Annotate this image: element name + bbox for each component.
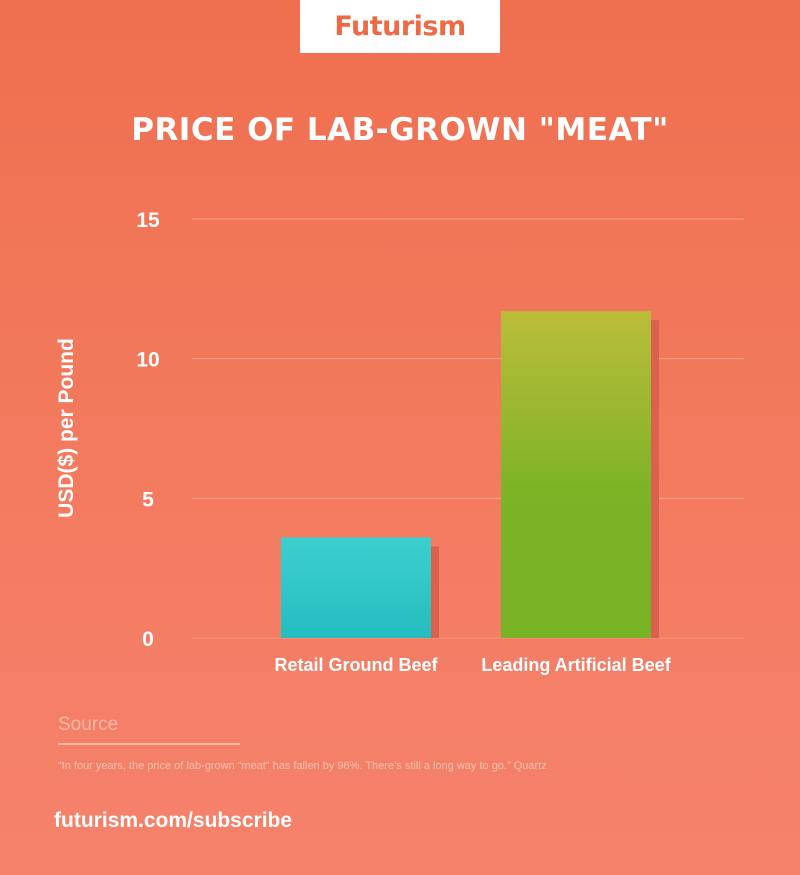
chart-title: PRICE OF LAB-GROWN "MEAT" <box>131 112 669 148</box>
x-category-label: Leading Artificial Beef <box>481 655 671 675</box>
source-divider <box>58 743 240 745</box>
y-tick-label: 5 <box>142 488 154 511</box>
logo-box: Futurism <box>300 0 500 53</box>
futurism-logo: Futurism <box>334 11 466 42</box>
y-tick-label: 15 <box>136 209 160 232</box>
source-quote: “In four years, the price of lab-grown “… <box>58 760 547 772</box>
bar-leading-artificial-beef <box>501 311 651 638</box>
source-label: Source <box>58 714 119 735</box>
bar-chart: 0 5 10 15 Retail Ground Beef Leading Artifici… <box>55 209 744 675</box>
bar-retail-ground-beef <box>281 537 431 638</box>
y-axis-label: USD($) per Pound <box>55 338 78 518</box>
subscribe-link[interactable]: futurism.com/subscribe <box>54 809 293 832</box>
y-tick-label: 0 <box>142 628 154 651</box>
y-tick-label: 10 <box>136 349 159 372</box>
x-category-label: Retail Ground Beef <box>274 655 438 675</box>
